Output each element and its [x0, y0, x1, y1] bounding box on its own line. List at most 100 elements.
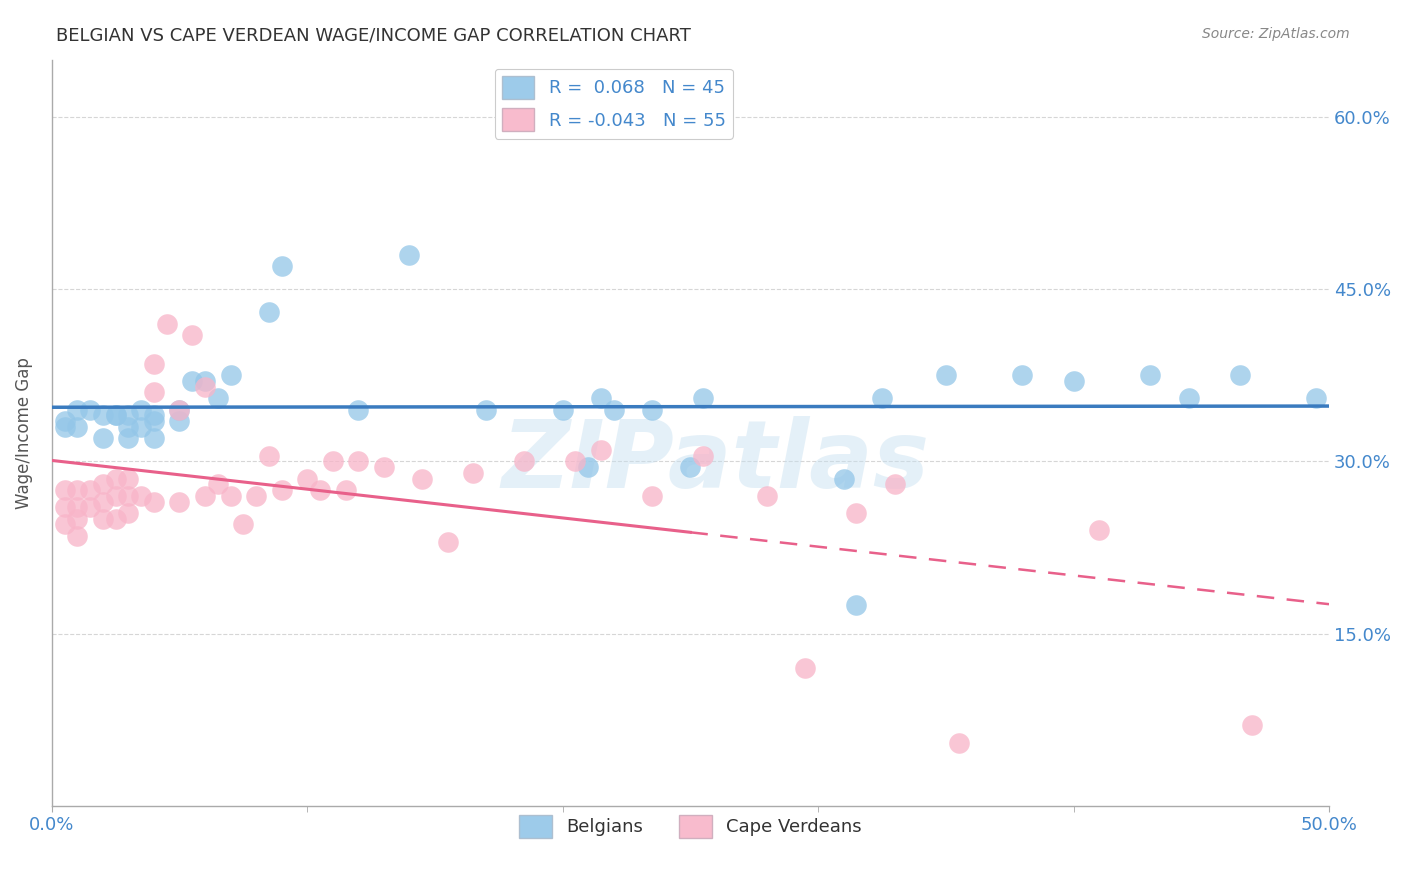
Point [309, 483, 332, 497]
Point [270, 483, 292, 497]
Point [194, 374, 217, 388]
Point [1063, 374, 1085, 388]
Point [411, 472, 433, 486]
Point [117, 431, 139, 445]
Point [117, 472, 139, 486]
Point [1241, 718, 1264, 732]
Legend: Belgians, Cape Verdeans: Belgians, Cape Verdeans [512, 807, 869, 846]
Point [91, 477, 114, 491]
Point [1011, 368, 1033, 383]
Point [347, 402, 370, 417]
Point [692, 449, 714, 463]
Point [117, 409, 139, 423]
Point [91, 409, 114, 423]
Point [181, 374, 204, 388]
Point [679, 460, 702, 475]
Point [551, 402, 574, 417]
Point [845, 506, 868, 520]
Point [870, 391, 893, 405]
Point [53, 500, 76, 515]
Point [219, 489, 242, 503]
Point [347, 454, 370, 468]
Point [129, 420, 152, 434]
Point [270, 259, 292, 273]
Point [1177, 391, 1199, 405]
Point [603, 402, 626, 417]
Point [513, 454, 536, 468]
Point [104, 409, 127, 423]
Point [832, 472, 855, 486]
Text: Source: ZipAtlas.com: Source: ZipAtlas.com [1202, 27, 1350, 41]
Point [142, 494, 165, 508]
Point [142, 431, 165, 445]
Point [335, 483, 357, 497]
Point [576, 460, 599, 475]
Point [1229, 368, 1251, 383]
Point [91, 512, 114, 526]
Point [641, 489, 664, 503]
Point [129, 402, 152, 417]
Point [194, 380, 217, 394]
Point [564, 454, 586, 468]
Text: ZIPatlas: ZIPatlas [502, 417, 929, 508]
Point [219, 368, 242, 383]
Point [66, 402, 89, 417]
Point [1139, 368, 1161, 383]
Point [104, 472, 127, 486]
Point [66, 512, 89, 526]
Point [117, 489, 139, 503]
Point [91, 431, 114, 445]
Point [692, 391, 714, 405]
Text: BELGIAN VS CAPE VERDEAN WAGE/INCOME GAP CORRELATION CHART: BELGIAN VS CAPE VERDEAN WAGE/INCOME GAP … [56, 27, 692, 45]
Point [142, 357, 165, 371]
Point [948, 735, 970, 749]
Point [257, 449, 280, 463]
Point [845, 598, 868, 612]
Point [207, 391, 229, 405]
Point [66, 483, 89, 497]
Point [66, 420, 89, 434]
Point [1088, 523, 1111, 537]
Point [53, 414, 76, 428]
Point [589, 391, 612, 405]
Point [169, 402, 191, 417]
Y-axis label: Wage/Income Gap: Wage/Income Gap [15, 357, 32, 508]
Point [142, 409, 165, 423]
Point [935, 368, 957, 383]
Point [295, 472, 318, 486]
Point [194, 489, 217, 503]
Point [436, 534, 458, 549]
Point [883, 477, 905, 491]
Point [398, 248, 420, 262]
Point [207, 477, 229, 491]
Point [232, 517, 254, 532]
Point [142, 414, 165, 428]
Point [104, 489, 127, 503]
Point [169, 494, 191, 508]
Point [79, 500, 101, 515]
Point [169, 402, 191, 417]
Point [117, 420, 139, 434]
Point [589, 442, 612, 457]
Point [117, 506, 139, 520]
Point [53, 483, 76, 497]
Point [475, 402, 498, 417]
Point [66, 500, 89, 515]
Point [53, 420, 76, 434]
Point [79, 483, 101, 497]
Point [1305, 391, 1327, 405]
Point [104, 512, 127, 526]
Point [245, 489, 267, 503]
Point [142, 385, 165, 400]
Point [104, 409, 127, 423]
Point [257, 305, 280, 319]
Point [641, 402, 664, 417]
Point [322, 454, 344, 468]
Point [169, 414, 191, 428]
Point [156, 317, 179, 331]
Point [129, 489, 152, 503]
Point [463, 466, 485, 480]
Point [91, 494, 114, 508]
Point [794, 661, 817, 675]
Point [373, 460, 395, 475]
